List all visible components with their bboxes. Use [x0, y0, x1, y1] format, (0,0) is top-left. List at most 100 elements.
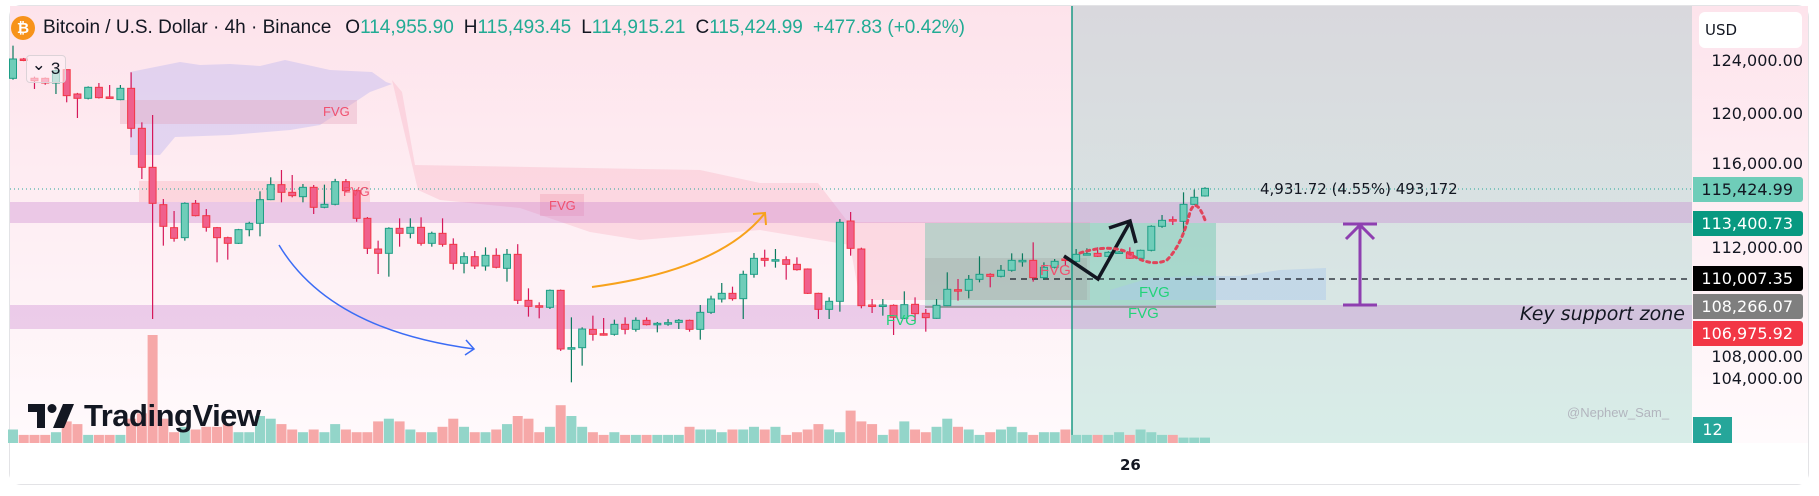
candle[interactable]: [1179, 192, 1188, 233]
candle[interactable]: [825, 297, 834, 319]
symbol-title[interactable]: Bitcoin / U.S. Dollar · 4h · Binance: [43, 17, 332, 38]
candle[interactable]: [857, 247, 866, 309]
candle[interactable]: [1115, 250, 1124, 254]
candle[interactable]: [191, 199, 200, 217]
tradingview-logo[interactable]: TradingView: [28, 398, 261, 434]
candle[interactable]: [84, 86, 93, 100]
candle[interactable]: [116, 84, 125, 101]
candle[interactable]: [1029, 242, 1038, 282]
support-band[interactable]: [10, 305, 1692, 329]
candle[interactable]: [395, 218, 404, 247]
candle[interactable]: [1039, 262, 1048, 280]
candle[interactable]: [588, 315, 597, 341]
candle[interactable]: [986, 273, 995, 288]
candle[interactable]: [642, 317, 651, 326]
candle[interactable]: [943, 272, 952, 307]
candle[interactable]: [127, 72, 136, 138]
candle[interactable]: [320, 184, 329, 209]
blue-curved-arrow[interactable]: [278, 244, 475, 350]
candle[interactable]: [245, 221, 254, 237]
candle[interactable]: [696, 305, 705, 340]
candle[interactable]: [578, 327, 587, 366]
red-dotted-projection[interactable]: [1078, 204, 1207, 265]
candle[interactable]: [1050, 258, 1059, 269]
candle[interactable]: [223, 236, 232, 260]
candle[interactable]: [739, 270, 748, 319]
candle[interactable]: [266, 177, 275, 201]
indicator-legend-toggle[interactable]: ⌄ 3: [26, 55, 66, 83]
candle[interactable]: [255, 191, 264, 237]
candle[interactable]: [502, 248, 511, 282]
candle[interactable]: [9, 45, 17, 80]
measure-arrow[interactable]: [1343, 222, 1377, 307]
candle[interactable]: [481, 247, 490, 271]
candle[interactable]: [470, 250, 479, 269]
candle[interactable]: [599, 318, 608, 336]
black-zigzag-arrow[interactable]: [1063, 221, 1132, 282]
candle[interactable]: [545, 289, 554, 310]
candle[interactable]: [674, 319, 683, 330]
candle[interactable]: [996, 264, 1005, 278]
candle[interactable]: [73, 92, 82, 118]
candle[interactable]: [1201, 187, 1209, 197]
orange-curved-arrow[interactable]: [591, 212, 766, 288]
currency-selector[interactable]: USD: [1699, 12, 1802, 48]
candle[interactable]: [653, 322, 662, 333]
candle[interactable]: [868, 299, 877, 313]
candle[interactable]: [1147, 225, 1156, 252]
candle[interactable]: [803, 268, 812, 295]
candle[interactable]: [621, 317, 630, 335]
candle[interactable]: [932, 298, 941, 319]
candle[interactable]: [137, 122, 146, 179]
candle[interactable]: [374, 240, 383, 274]
candle[interactable]: [309, 184, 318, 215]
candle[interactable]: [513, 244, 522, 304]
candle[interactable]: [911, 297, 920, 323]
candle[interactable]: [427, 231, 436, 247]
candle[interactable]: [685, 319, 694, 332]
candle[interactable]: [94, 82, 103, 99]
candle[interactable]: [234, 228, 243, 244]
candle[interactable]: [331, 178, 340, 206]
candle[interactable]: [1007, 253, 1016, 272]
candle[interactable]: [835, 219, 844, 312]
candle[interactable]: [341, 179, 350, 192]
candle[interactable]: [567, 317, 576, 383]
candle[interactable]: [438, 218, 447, 247]
candle[interactable]: [406, 218, 415, 239]
candle[interactable]: [964, 274, 973, 299]
candle[interactable]: [492, 248, 501, 269]
candle[interactable]: [352, 189, 361, 222]
candle[interactable]: [814, 292, 823, 319]
candle[interactable]: [159, 198, 168, 246]
candle[interactable]: [105, 84, 114, 99]
candle[interactable]: [524, 288, 533, 317]
key-support-zone-label[interactable]: Key support zone: [1519, 303, 1685, 325]
candle[interactable]: [384, 227, 393, 277]
candle[interactable]: [664, 319, 673, 326]
candle[interactable]: [298, 183, 307, 203]
candle[interactable]: [148, 114, 157, 319]
candle[interactable]: [449, 238, 458, 270]
candle[interactable]: [900, 291, 909, 320]
candle[interactable]: [1168, 216, 1177, 225]
candle[interactable]: [707, 295, 716, 314]
candle[interactable]: [288, 174, 297, 198]
candle[interactable]: [728, 286, 737, 301]
candle[interactable]: [1190, 189, 1199, 205]
candle[interactable]: [792, 257, 801, 271]
candle[interactable]: [631, 317, 640, 332]
candle[interactable]: [460, 252, 469, 274]
candle[interactable]: [213, 226, 222, 263]
candle[interactable]: [846, 212, 855, 256]
candle[interactable]: [717, 283, 726, 303]
candle[interactable]: [749, 253, 758, 278]
candle[interactable]: [277, 169, 286, 203]
candle[interactable]: [1136, 249, 1145, 259]
candle[interactable]: [1018, 253, 1027, 267]
candle[interactable]: [535, 302, 544, 319]
candle[interactable]: [975, 256, 984, 283]
candle[interactable]: [170, 210, 179, 242]
candle[interactable]: [771, 249, 780, 268]
